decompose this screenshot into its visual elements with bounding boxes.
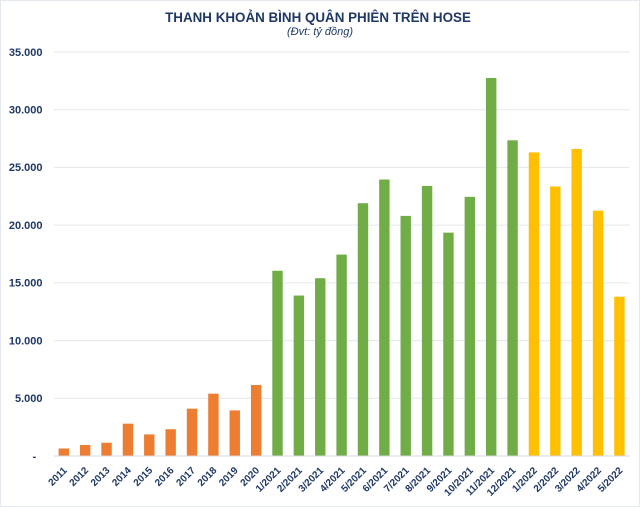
- svg-text:THANH KHOẢN BÌNH QUÂN PHIÊN TR: THANH KHOẢN BÌNH QUÂN PHIÊN TRÊN HOSE: [165, 10, 471, 25]
- svg-text:20.000: 20.000: [9, 220, 43, 232]
- svg-text:10.000: 10.000: [9, 335, 43, 347]
- svg-text:35.000: 35.000: [9, 47, 43, 59]
- svg-text:30.000: 30.000: [9, 105, 43, 117]
- svg-text:(Đvt: tỷ đồng): (Đvt: tỷ đồng): [287, 26, 353, 38]
- svg-text:15.000: 15.000: [9, 278, 43, 290]
- svg-text:5.000: 5.000: [15, 393, 43, 405]
- svg-text:25.000: 25.000: [9, 162, 43, 174]
- svg-text:-: -: [33, 451, 37, 463]
